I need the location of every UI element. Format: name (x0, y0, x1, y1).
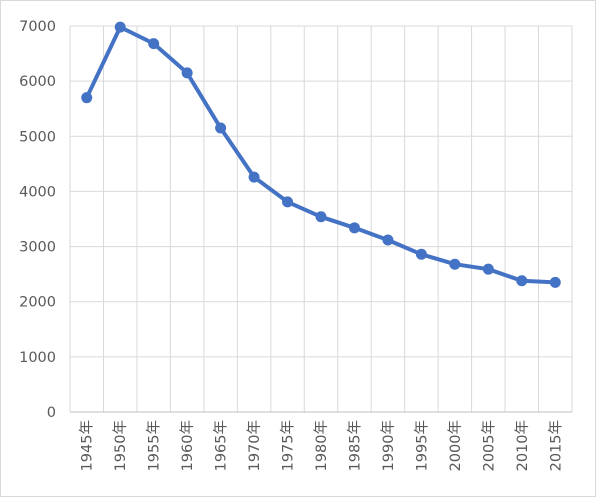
data-point (549, 276, 561, 288)
data-point (315, 211, 327, 223)
data-point (248, 171, 260, 183)
x-tick-label: 1965年 (213, 420, 230, 471)
x-tick-label: 1975年 (280, 420, 297, 471)
x-tick-label: 1960年 (179, 420, 196, 471)
x-tick-label: 2000年 (447, 420, 464, 471)
x-tick-label: 1950年 (112, 420, 129, 471)
y-tick-label: 2000 (19, 295, 56, 311)
data-point (148, 38, 160, 50)
y-tick-label: 6000 (19, 74, 56, 90)
x-tick-label: 1995年 (413, 420, 430, 471)
y-tick-label: 7000 (19, 19, 56, 35)
x-tick-label: 1945年 (79, 420, 96, 471)
x-tick-label: 2015年 (547, 420, 564, 471)
x-tick-label: 1970年 (246, 420, 263, 471)
x-tick-label: 1985年 (346, 420, 363, 471)
data-point (282, 196, 294, 208)
y-tick-label: 5000 (19, 129, 56, 145)
data-point (114, 21, 126, 33)
series-line (84, 25, 558, 285)
series (81, 21, 561, 288)
grid-lines (69, 25, 573, 412)
data-point (449, 258, 461, 270)
data-point (181, 67, 193, 79)
y-tick-label: 4000 (19, 184, 56, 200)
data-point (215, 122, 227, 134)
x-tick-labels: 1945年 1950年 1955年 1960年 1965年 1970年 1975年 1980年… (79, 420, 565, 471)
data-point (81, 92, 93, 104)
data-point (516, 275, 528, 287)
data-point (482, 263, 494, 275)
data-point (415, 248, 427, 260)
y-tick-label: 0 (47, 405, 56, 421)
x-tick-label: 1955年 (146, 420, 163, 471)
data-point (348, 222, 360, 234)
x-tick-label: 1990年 (380, 420, 397, 471)
x-tick-label: 1980年 (313, 420, 330, 471)
y-tick-label: 3000 (19, 240, 56, 256)
x-tick-label: 2010年 (514, 420, 531, 471)
y-tick-labels: 0 1000 2000 3000 4000 5000 6000 7000 (19, 19, 56, 421)
y-tick-label: 1000 (19, 350, 56, 366)
data-point (382, 234, 394, 246)
x-tick-label: 2005年 (480, 420, 497, 471)
